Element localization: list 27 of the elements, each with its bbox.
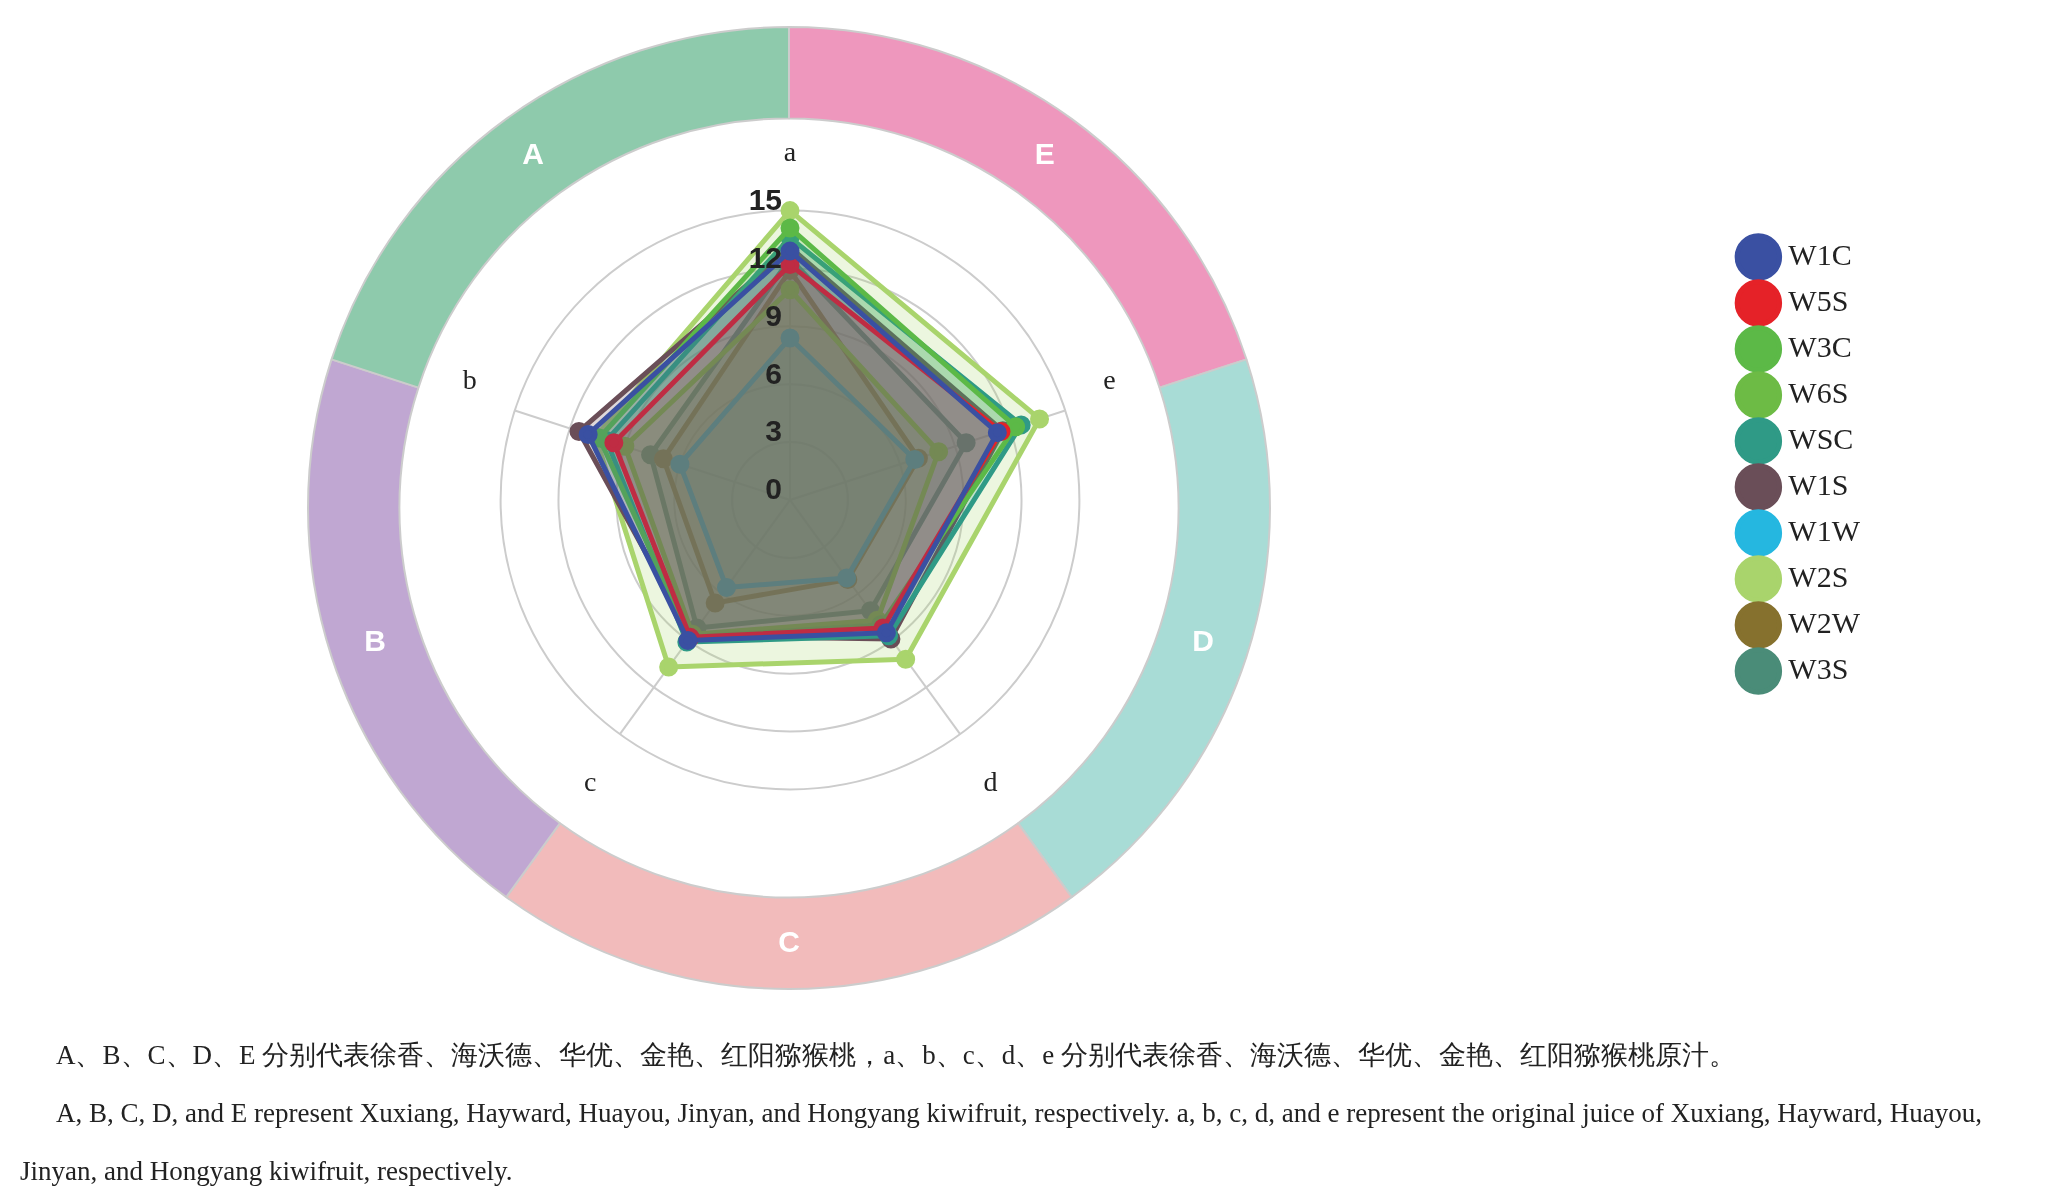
legend-label: W6S — [1788, 375, 1849, 409]
slice-label: B — [364, 623, 386, 657]
slice-label: A — [522, 137, 544, 171]
slice-label: D — [1192, 623, 1214, 657]
text: A、B、C、D、E 分别代表徐香、海沃德、华优、金艳、红阳猕猴桃，a、b、c、d、e 分别代表徐香、海沃德、华优、金艳、红阳猕猴桃原汁。 — [55, 1039, 1737, 1072]
spoke-label: d — [983, 765, 998, 797]
spoke-label: a — [783, 136, 797, 168]
y-tick-label: 0 — [765, 472, 782, 506]
legend-label: W5S — [1788, 283, 1849, 317]
slice-label: C — [778, 924, 800, 958]
legend-label: W1W — [1788, 513, 1861, 547]
slice-label: E — [1034, 137, 1055, 171]
spoke-label: c — [583, 765, 597, 797]
legend-label: W2S — [1788, 559, 1849, 593]
legend-label: W1C — [1788, 237, 1852, 271]
legend-label: W3S — [1788, 651, 1849, 685]
legend-label: W1S — [1788, 467, 1849, 501]
y-tick-label: 6 — [765, 356, 782, 390]
legend-label: WSC — [1788, 421, 1854, 455]
legend-label: W2W — [1788, 605, 1861, 639]
spoke-label: b — [462, 363, 477, 395]
spoke-label: e — [1103, 363, 1116, 395]
y-tick-label: 15 — [748, 182, 782, 216]
y-tick-label: 9 — [765, 298, 782, 332]
legend-label: W3C — [1788, 329, 1852, 363]
y-tick-label: 3 — [765, 414, 782, 448]
text: A, B, C, D, and E represent Xuxiang, Hayward, Huayou, Jinyan, and Hongyang kiwifruit, respectively. a, b, c, d, and e represent the original juice of Xuxiang, Hayward, Huayou, Jinyan, and Hongyang kiwifruit, respectively. — [20, 1097, 1983, 1188]
